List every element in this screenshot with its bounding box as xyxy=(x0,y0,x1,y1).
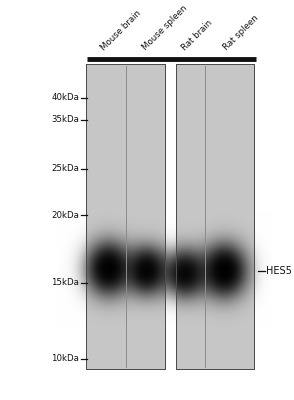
Text: Rat spleen: Rat spleen xyxy=(221,13,260,52)
Text: 15kDa: 15kDa xyxy=(51,278,79,287)
Text: Mouse spleen: Mouse spleen xyxy=(141,4,189,52)
Text: 20kDa: 20kDa xyxy=(51,211,79,220)
Text: HES5: HES5 xyxy=(266,266,292,276)
Text: 25kDa: 25kDa xyxy=(51,164,79,173)
Text: 10kDa: 10kDa xyxy=(51,354,79,363)
Text: Mouse brain: Mouse brain xyxy=(99,8,143,52)
Text: Rat brain: Rat brain xyxy=(180,18,214,52)
Text: 40kDa: 40kDa xyxy=(51,94,79,102)
Text: 35kDa: 35kDa xyxy=(51,116,79,124)
